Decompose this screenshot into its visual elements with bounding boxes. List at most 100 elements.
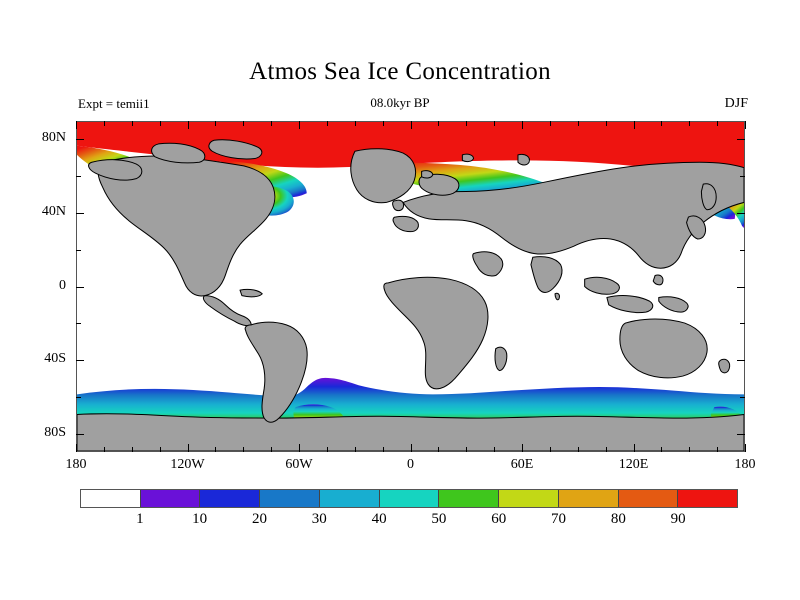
x-tick-bottom--60 (299, 444, 300, 452)
season-label: DJF (724, 96, 748, 111)
page-title: Atmos Sea Ice Concentration (249, 58, 551, 85)
colorbar-swatch-9 (617, 490, 678, 507)
y-tick-left--20 (76, 323, 81, 324)
x-tick-bottom-135 (661, 447, 662, 452)
y-axis-label: 40N (41, 203, 66, 219)
x-tick-top--165 (104, 121, 105, 126)
x-tick-top--180 (76, 121, 77, 129)
india (530, 256, 563, 293)
australia (619, 318, 708, 379)
africa (383, 276, 489, 390)
novaya-zemlya (517, 153, 530, 166)
colorbar-tick-label: 40 (371, 511, 387, 527)
x-tick-bottom--165 (104, 447, 105, 452)
colorbar-swatch-7 (498, 490, 558, 507)
indonesia (606, 295, 654, 314)
y-axis-label: 0 (59, 277, 66, 293)
x-axis-label: 60W (285, 457, 313, 472)
y-axis-label: 40S (44, 351, 66, 367)
x-tick-bottom-90 (578, 447, 579, 452)
y-tick-left-0 (76, 287, 84, 288)
y-tick-right-20 (740, 250, 745, 251)
x-tick-bottom--90 (243, 447, 244, 452)
british-isles (392, 199, 405, 212)
x-tick-bottom--120 (188, 444, 189, 452)
x-tick-bottom--180 (76, 444, 77, 452)
x-tick-bottom-0 (411, 444, 412, 452)
colorbar-swatch-1 (139, 490, 200, 507)
colorbar-tick-label: 80 (610, 511, 626, 527)
y-tick-right-80 (737, 139, 745, 140)
x-tick-top--150 (132, 121, 133, 126)
kamchatka (700, 183, 717, 211)
x-axis-label: 0 (407, 457, 414, 472)
y-tick-right--40 (737, 360, 745, 361)
x-tick-bottom--45 (327, 447, 328, 452)
colorbar-tick-label: 70 (551, 511, 567, 527)
eurasia (402, 161, 744, 269)
x-tick-top-165 (717, 121, 718, 126)
colorbar-tick-label: 1 (136, 511, 144, 527)
x-tick-top-135 (661, 121, 662, 126)
x-tick-top-90 (578, 121, 579, 126)
madagascar (494, 346, 508, 372)
x-tick-bottom-45 (494, 447, 495, 452)
y-tick-right-0 (737, 287, 745, 288)
figure-subtitle: 08.0kyr BP (370, 95, 430, 110)
y-tick-left-20 (76, 250, 81, 251)
x-tick-bottom--135 (160, 447, 161, 452)
colorbar-swatch-10 (677, 490, 738, 507)
x-tick-top-60 (522, 121, 523, 129)
colorbar-tick-label: 60 (491, 511, 507, 527)
y-tick-right--20 (740, 323, 745, 324)
arabian-peninsula (472, 251, 504, 277)
sri-lanka (554, 292, 560, 301)
x-tick-bottom-75 (550, 447, 551, 452)
y-tick-right--80 (737, 434, 745, 435)
colorbar-tick-label: 10 (192, 511, 208, 527)
x-tick-top-75 (550, 121, 551, 126)
x-tick-bottom--150 (132, 447, 133, 452)
x-tick-top-45 (494, 121, 495, 126)
x-tick-bottom--75 (271, 447, 272, 452)
new-zealand (718, 358, 731, 374)
y-tick-right--60 (740, 397, 745, 398)
svalbard (461, 153, 475, 163)
x-tick-top--45 (327, 121, 328, 126)
x-tick-bottom-105 (606, 447, 607, 452)
y-tick-right-40 (737, 213, 745, 214)
y-axis-label: 80S (44, 424, 66, 440)
japan-sea-ice-margin (721, 202, 744, 229)
y-tick-right-60 (740, 176, 745, 177)
x-tick-top-120 (634, 121, 635, 129)
x-axis-label: 60E (510, 457, 534, 472)
x-tick-top--75 (271, 121, 272, 126)
colorbar-swatch-2 (199, 490, 260, 507)
philippines (652, 274, 664, 286)
ellesmere-island (208, 139, 263, 160)
colorbar-swatch-6 (438, 490, 499, 507)
x-tick-bottom-165 (717, 447, 718, 452)
x-tick-bottom-30 (466, 447, 467, 452)
x-tick-bottom--30 (355, 447, 356, 452)
japan (686, 215, 707, 240)
colorbar-tick-label: 50 (431, 511, 447, 527)
southeast-asia (584, 276, 620, 295)
colorbar (80, 489, 738, 508)
x-tick-bottom-60 (522, 444, 523, 452)
x-tick-top--15 (383, 121, 384, 126)
y-tick-left-80 (76, 139, 84, 140)
y-tick-left-60 (76, 176, 81, 177)
colorbar-tick-label: 20 (251, 511, 267, 527)
alaska (88, 159, 143, 181)
caribbean-islands (239, 288, 263, 298)
colorbar-tick-label: 30 (311, 511, 327, 527)
south-america (244, 321, 308, 423)
x-tick-top-15 (438, 121, 439, 126)
x-tick-top--120 (188, 121, 189, 129)
north-america (97, 155, 276, 297)
canadian-arctic-archipelago (151, 142, 206, 164)
greenland (350, 148, 417, 204)
x-tick-top--60 (299, 121, 300, 129)
